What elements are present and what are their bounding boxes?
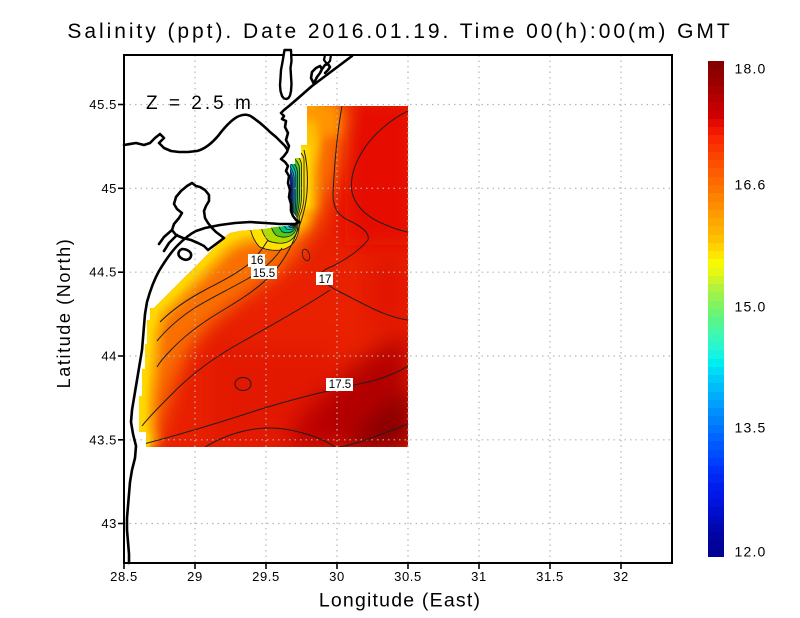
svg-text:29: 29 [187,569,203,584]
svg-text:32: 32 [613,569,629,584]
svg-text:17: 17 [319,274,332,286]
svg-text:30.5: 30.5 [394,569,422,584]
svg-text:15.5: 15.5 [253,268,275,280]
svg-text:43.5: 43.5 [89,432,117,447]
svg-text:Longitude (East): Longitude (East) [319,590,481,612]
svg-text:28.5: 28.5 [110,569,138,584]
svg-text:16: 16 [251,255,264,267]
svg-text:12.0: 12.0 [735,544,767,560]
svg-text:43: 43 [101,516,117,531]
svg-text:44.5: 44.5 [89,265,117,280]
svg-text:13.5: 13.5 [735,420,767,436]
svg-text:15.0: 15.0 [735,299,767,315]
svg-text:44: 44 [101,349,117,364]
svg-text:17.5: 17.5 [329,379,351,391]
svg-text:18.0: 18.0 [735,61,767,77]
svg-text:Latitude (North): Latitude (North) [54,238,74,389]
svg-text:Z = 2.5 m: Z = 2.5 m [146,93,254,114]
svg-text:Salinity (ppt). Date 2016.01.1: Salinity (ppt). Date 2016.01.19. Time 00… [67,20,732,43]
svg-text:30: 30 [329,569,345,584]
svg-text:45.5: 45.5 [89,97,117,112]
svg-text:45: 45 [101,181,117,196]
svg-text:31.5: 31.5 [536,569,564,584]
svg-text:29.5: 29.5 [252,569,280,584]
svg-text:31: 31 [471,569,487,584]
svg-text:16.6: 16.6 [735,177,767,193]
